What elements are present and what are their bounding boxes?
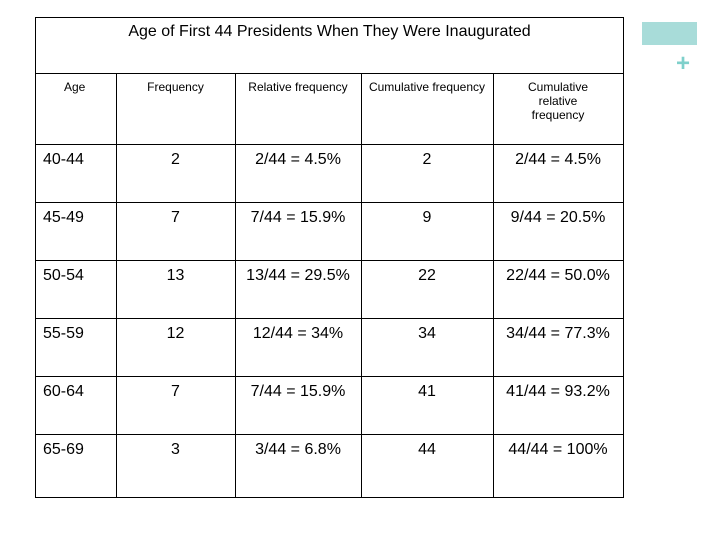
- header-age: Age: [64, 80, 86, 94]
- frequency-cell: 13: [166, 267, 185, 284]
- relative-frequency-cell: 7/44 = 15.9%: [250, 383, 346, 400]
- relative-frequency-cell: 12/44 = 34%: [252, 325, 344, 342]
- column-divider: [493, 73, 494, 497]
- row-divider: [36, 144, 623, 145]
- header-relative-frequency: Relative frequency: [248, 80, 348, 94]
- cumulative-frequency-cell: 22: [418, 267, 436, 284]
- frequency-cell: 2: [171, 151, 180, 168]
- column-divider: [116, 73, 117, 497]
- frequency-cell: 7: [171, 383, 180, 400]
- age-cell: 40-44: [43, 151, 84, 168]
- cumulative-relative-frequency-cell: 34/44 = 77.3%: [506, 325, 610, 342]
- frequency-table: Age of First 44 Presidents When They Wer…: [35, 17, 624, 498]
- cumulative-frequency-cell: 44: [418, 441, 436, 458]
- column-divider: [235, 73, 236, 497]
- cumulative-frequency-cell: 41: [418, 383, 436, 400]
- cumulative-relative-frequency-cell: 22/44 = 50.0%: [506, 267, 610, 284]
- row-divider: [36, 318, 623, 319]
- relative-frequency-cell: 13/44 = 29.5%: [246, 267, 350, 284]
- age-cell: 55-59: [43, 325, 84, 342]
- row-divider: [36, 260, 623, 261]
- header-frequency: Frequency: [147, 80, 204, 94]
- age-cell: 45-49: [43, 209, 84, 226]
- frequency-cell: 3: [171, 441, 180, 458]
- frequency-cell: 12: [166, 325, 185, 342]
- relative-frequency-cell: 7/44 = 15.9%: [250, 209, 346, 226]
- row-divider: [36, 434, 623, 435]
- title-cell: Age of First 44 Presidents When They Wer…: [36, 18, 623, 74]
- frequency-cell: 7: [171, 209, 180, 226]
- cumulative-frequency-cell: 2: [422, 151, 432, 168]
- cumulative-relative-frequency-cell: 9/44 = 20.5%: [510, 209, 606, 226]
- age-cell: 50-54: [43, 267, 84, 284]
- cumulative-relative-frequency-cell: 41/44 = 93.2%: [506, 383, 610, 400]
- column-divider: [361, 73, 362, 497]
- row-divider: [36, 202, 623, 203]
- age-cell: 60-64: [43, 383, 84, 400]
- relative-frequency-cell: 3/44 = 6.8%: [255, 441, 341, 458]
- header-cumulative-frequency: Cumulative frequency: [368, 80, 486, 94]
- cumulative-frequency-cell: 9: [422, 209, 432, 226]
- accent-rectangle: [642, 22, 697, 45]
- cumulative-frequency-cell: 34: [418, 325, 436, 342]
- header-cumulative-relative-frequency: Cumulative relative frequency: [527, 80, 589, 122]
- age-cell: 65-69: [43, 441, 84, 458]
- plus-icon: +: [676, 50, 691, 77]
- cumulative-relative-frequency-cell: 44/44 = 100%: [508, 441, 608, 458]
- relative-frequency-cell: 2/44 = 4.5%: [255, 151, 341, 168]
- table-title: Age of First 44 Presidents When They Wer…: [128, 23, 531, 40]
- cumulative-relative-frequency-cell: 2/44 = 4.5%: [515, 151, 601, 168]
- row-divider: [36, 376, 623, 377]
